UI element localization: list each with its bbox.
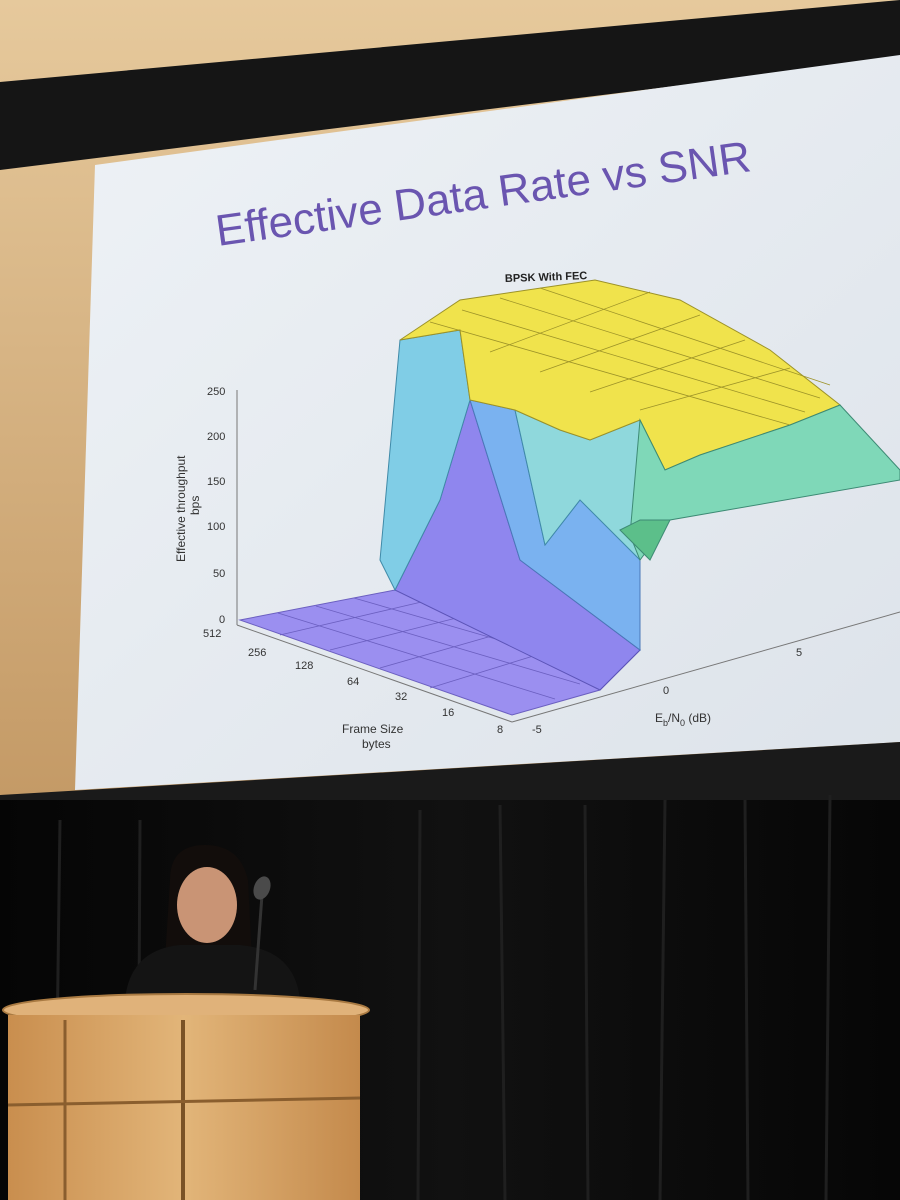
surface-edge-green (619, 519, 671, 561)
snr-label-tail: (dB) (685, 711, 711, 725)
ceiling-band (0, 0, 900, 170)
z-tick-250: 250 (207, 386, 225, 398)
speaker-face (177, 867, 237, 943)
z-axis-label-line1: Effective throughput (174, 455, 188, 562)
z-axis-label-line2: bps (188, 496, 202, 515)
frame-tick-256: 256 (248, 647, 266, 659)
frame-tick-16: 16 (442, 707, 454, 719)
plateau-grid (429, 287, 831, 426)
frame-tick-32: 32 (395, 691, 407, 703)
frame-size-axis-line (236, 624, 513, 723)
z-tick-100: 100 (207, 521, 225, 533)
z-tick-50: 50 (213, 568, 225, 580)
snr-label-mid: /N (668, 711, 680, 725)
snr-label-main: E (655, 711, 663, 725)
frame-size-label-line1: Frame Size (342, 722, 404, 736)
frame-tick-64: 64 (347, 676, 359, 688)
snr-axis-label: Eb/N0 (dB) (655, 711, 711, 728)
surface-plot: 250 200 150 100 50 0 Effective throughpu… (174, 279, 900, 751)
snr-label-sub2: 0 (680, 718, 685, 728)
z-tick-150: 150 (207, 476, 225, 488)
z-tick-0: 0 (219, 614, 225, 626)
microphone (253, 876, 271, 991)
surface-edge-teal (629, 404, 900, 562)
frame-tick-512: 512 (203, 628, 221, 640)
snr-axis-line (511, 611, 900, 723)
frame-tick-128: 128 (295, 660, 313, 672)
frame-tick-8: 8 (497, 724, 503, 736)
snr-tick-neg5: -5 (532, 724, 542, 736)
z-tick-200: 200 (207, 431, 225, 443)
snr-tick-5: 5 (796, 647, 802, 659)
podium (2, 993, 370, 1200)
microphone-head (253, 876, 271, 900)
frame-size-label-line2: bytes (362, 737, 391, 751)
plot-title: BPSK With FEC (505, 270, 588, 285)
snr-label-sub1: b (663, 718, 668, 728)
snr-tick-0: 0 (663, 685, 669, 697)
